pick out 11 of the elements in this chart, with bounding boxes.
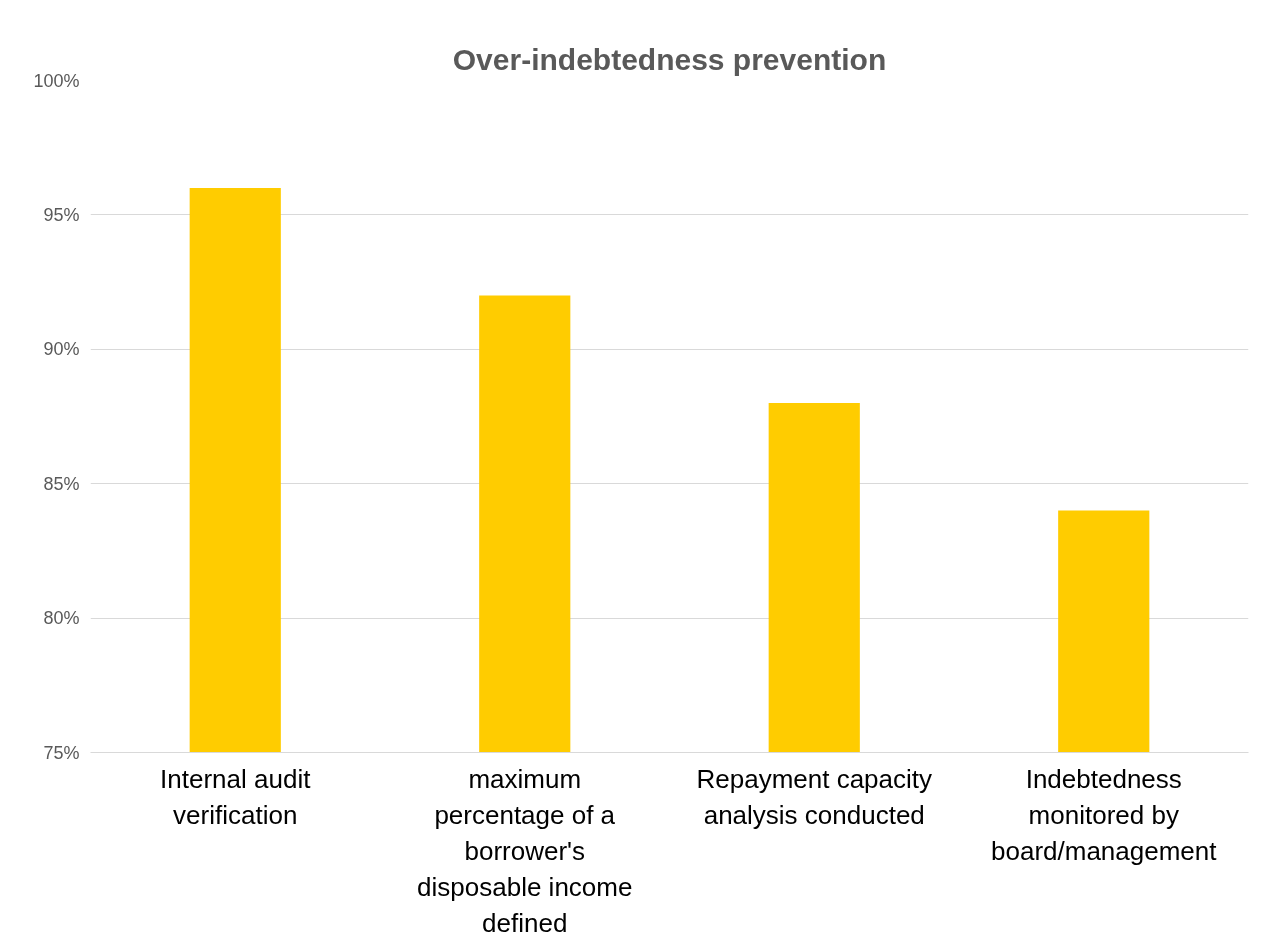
x-tick-label: maximum percentage of a borrower's disposable income defined [417,763,633,938]
y-tick-label: 90% [43,339,80,360]
x-tick-label: Indebtedness monitored by board/management [991,763,1218,866]
x-tick-label: Internal audit verification [160,763,312,830]
y-tick-label: 100% [33,70,80,91]
x-tick-label: Repayment capacity analysis conducted [696,763,933,830]
y-tick-label: 95% [43,204,80,225]
chart-title: Over-indebtedness prevention [452,42,887,76]
y-tick-label: 75% [43,742,80,763]
y-tick-label: 80% [43,608,80,629]
y-tick-label: 85% [43,473,80,494]
